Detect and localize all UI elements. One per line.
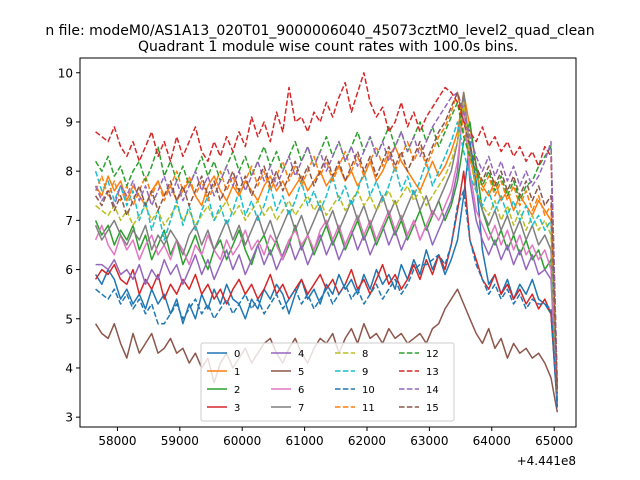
chart-title: Quadrant 1 module wise count rates with … [138,39,518,55]
series-line-13 [95,72,559,388]
legend-label-7: 7 [298,403,304,414]
legend-box [200,342,455,422]
series-line-10 [95,190,559,408]
figure-suptitle: n file: modeM0/AS1A13_020T01_9000006040_… [45,23,594,39]
legend-label-11: 11 [362,403,375,414]
x-tick-label: 65000 [535,434,573,448]
x-tick-label: 59000 [161,434,199,448]
y-tick-label: 8 [65,165,73,179]
y-tick-label: 9 [65,115,73,129]
series-line-0 [94,140,559,408]
series-line-6 [94,106,559,398]
legend-label-0: 0 [234,349,240,360]
y-tick-label: 5 [65,312,73,326]
legend-label-1: 1 [234,367,240,378]
legend-label-2: 2 [234,385,240,396]
series-line-14 [94,91,559,388]
y-tick-label: 4 [65,361,73,375]
x-tick-label: 61000 [286,434,324,448]
legend-label-15: 15 [426,403,439,414]
x-axis-offset-label: +4.441e8 [517,454,576,468]
y-axis: 3 4 5 6 7 8 9 10 [58,66,80,425]
series-line-9 [94,121,559,398]
x-tick-label: 64000 [473,434,511,448]
legend-label-8: 8 [362,349,368,360]
legend-label-14: 14 [426,385,439,396]
legend-label-3: 3 [234,403,240,414]
y-tick-label: 10 [58,66,73,80]
legend-label-6: 6 [298,385,304,396]
series-line-15 [94,91,559,393]
plot-frame [79,57,577,428]
y-tick-label: 7 [65,214,73,228]
legend-label-12: 12 [426,349,439,360]
legend-label-5: 5 [298,367,304,378]
series-line-7 [94,91,559,398]
series-line-12 [94,101,559,388]
y-tick-label: 3 [65,411,73,425]
legend-label-13: 13 [426,367,439,378]
y-tick-label: 6 [65,263,73,277]
legend-label-10: 10 [362,385,375,396]
legend-label-4: 4 [298,349,304,360]
x-axis: 58000 59000 60000 61000 62000 63000 64000 65000 [98,427,573,448]
series-line-8 [95,101,559,398]
x-tick-label: 58000 [98,434,136,448]
x-tick-label: 62000 [348,434,386,448]
x-tick-label: 60000 [223,434,261,448]
series-line-4 [95,96,559,403]
x-tick-label: 63000 [410,434,448,448]
legend-label-9: 9 [362,367,368,378]
